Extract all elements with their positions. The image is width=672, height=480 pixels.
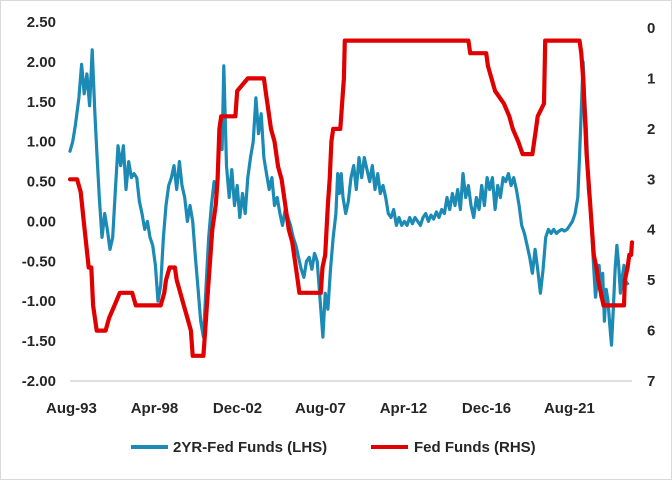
right-axis-tick-label: 3 — [647, 171, 655, 188]
right-axis-ticks: 0 1 2 3 4 5 6 7 — [647, 20, 656, 390]
left-axis-tick-label: 2.00 — [27, 54, 56, 71]
x-axis-tick-label: Apr-98 — [131, 400, 179, 417]
left-axis-ticks: 2.50 2.00 1.50 1.00 0.50 0.00 -0.50 -1.00 -1.50 -… — [22, 14, 56, 390]
right-axis-tick-label: 5 — [647, 272, 655, 289]
left-axis-tick-label: -0.50 — [22, 253, 56, 270]
x-axis-tick-label: Aug-21 — [544, 400, 595, 417]
left-axis-tick-label: 1.50 — [27, 94, 56, 111]
right-axis-tick-label: 1 — [647, 70, 655, 87]
x-axis-tick-label: Dec-16 — [462, 400, 511, 417]
left-axis-tick-label: -1.50 — [22, 333, 56, 350]
x-axis-tick-label: Apr-12 — [380, 400, 428, 417]
series-line-fed-funds — [67, 38, 635, 358]
right-axis-tick-label: 6 — [647, 323, 655, 340]
legend-label-fed-funds: Fed Funds (RHS) — [414, 439, 536, 456]
left-axis-tick-label: -1.00 — [22, 293, 56, 310]
series-line-2yr-fed-funds — [68, 48, 630, 347]
x-axis-tick-label: Dec-02 — [213, 400, 262, 417]
right-axis-tick-label: 4 — [647, 222, 656, 239]
x-axis-tick-label: Aug-07 — [295, 400, 346, 417]
right-axis-tick-label: 7 — [647, 373, 655, 390]
legend: 2YR-Fed Funds (LHS) Fed Funds (RHS) — [131, 439, 536, 456]
right-axis-tick-label: 0 — [647, 20, 655, 37]
left-axis-tick-label: 0.50 — [27, 174, 56, 191]
right-axis-tick-label: 2 — [647, 121, 655, 138]
left-axis-tick-label: -2.00 — [22, 373, 56, 390]
x-axis-tick-label: Aug-93 — [46, 400, 97, 417]
legend-label-2yr-fed-funds: 2YR-Fed Funds (LHS) — [173, 439, 327, 456]
x-axis-ticks: Aug-93 Apr-98 Dec-02 Aug-07 Apr-12 Dec-16 Aug-… — [46, 400, 595, 417]
left-axis-tick-label: 1.00 — [27, 134, 56, 151]
left-axis-tick-label: 2.50 — [27, 14, 56, 31]
left-axis-tick-label: 0.00 — [27, 213, 56, 230]
series-layer — [67, 38, 635, 358]
